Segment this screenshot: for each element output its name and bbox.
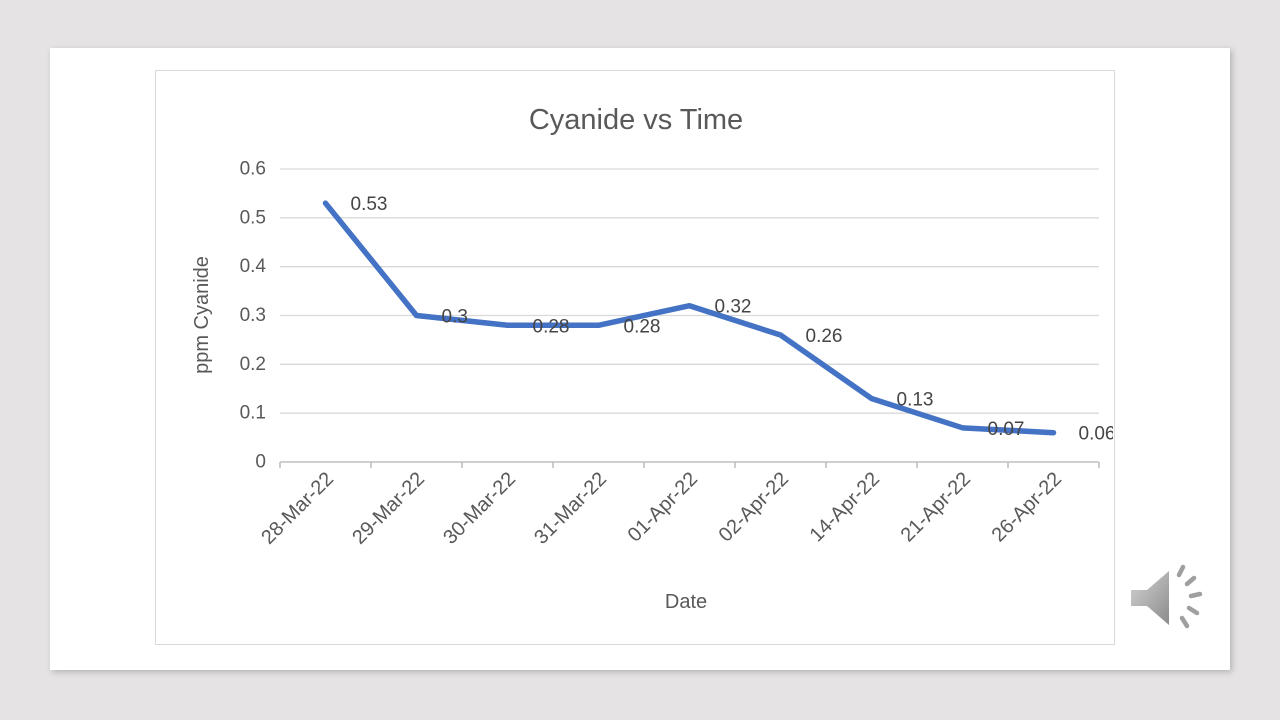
x-tick-label: 31-Mar-22 bbox=[530, 468, 611, 549]
speaker-icon[interactable] bbox=[1124, 560, 1208, 640]
y-tick-label: 0.1 bbox=[240, 403, 266, 424]
data-label: 0.06 bbox=[1079, 424, 1114, 445]
x-tick-label: 14-Apr-22 bbox=[806, 468, 884, 546]
y-tick-label: 0 bbox=[255, 452, 266, 473]
x-tick-label: 28-Mar-22 bbox=[257, 468, 338, 549]
series-line-path bbox=[322, 200, 1057, 436]
presentation-slide: Cyanide vs Time ppm Cyanide Date 0 0.1 0.2… bbox=[50, 48, 1230, 670]
x-tick-label: 02-Apr-22 bbox=[715, 468, 793, 546]
data-labels: 0.53 0.3 0.28 0.28 0.32 0.26 0.13 0.07 0.06 bbox=[351, 194, 1114, 445]
data-label: 0.13 bbox=[897, 390, 934, 411]
y-tick-label: 0.2 bbox=[240, 354, 266, 375]
x-axis-title: Date bbox=[665, 591, 707, 613]
y-tick-label: 0.6 bbox=[240, 159, 266, 180]
data-label: 0.28 bbox=[624, 316, 661, 337]
y-tick-label: 0.3 bbox=[240, 305, 266, 326]
x-axis bbox=[279, 461, 1100, 468]
x-tick-label: 01-Apr-22 bbox=[624, 468, 702, 546]
data-label: 0.53 bbox=[351, 194, 388, 215]
x-tick-label: 29-Mar-22 bbox=[348, 468, 429, 549]
data-label: 0.3 bbox=[442, 307, 468, 328]
data-label: 0.28 bbox=[533, 316, 570, 337]
x-tick-labels: 28-Mar-22 29-Mar-22 30-Mar-22 31-Mar-22 01-A… bbox=[257, 468, 1066, 549]
x-tick-label: 21-Apr-22 bbox=[897, 468, 975, 546]
y-axis-title: ppm Cyanide bbox=[191, 256, 213, 374]
data-label: 0.32 bbox=[715, 297, 752, 318]
y-tick-label: 0.4 bbox=[240, 256, 267, 277]
sound-waves bbox=[1174, 562, 1205, 631]
cyanide-line-chart: Cyanide vs Time ppm Cyanide Date 0 0.1 0.2… bbox=[191, 104, 1114, 613]
x-tick-label: 26-Apr-22 bbox=[988, 468, 1066, 546]
chart-object[interactable]: Cyanide vs Time ppm Cyanide Date 0 0.1 0.2… bbox=[155, 70, 1115, 645]
x-tick-label: 30-Mar-22 bbox=[439, 468, 520, 549]
chart-title: Cyanide vs Time bbox=[529, 104, 743, 136]
data-label: 0.07 bbox=[988, 419, 1025, 440]
speaker-body bbox=[1129, 569, 1171, 627]
gridlines bbox=[280, 168, 1099, 414]
y-tick-label: 0.5 bbox=[240, 207, 266, 228]
series-line bbox=[322, 200, 1057, 436]
data-label: 0.26 bbox=[806, 326, 843, 347]
y-tick-labels: 0 0.1 0.2 0.3 0.4 0.5 0.6 bbox=[240, 159, 267, 473]
